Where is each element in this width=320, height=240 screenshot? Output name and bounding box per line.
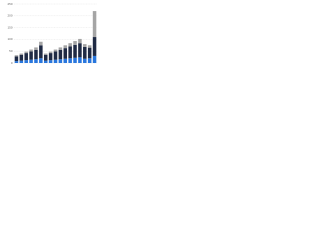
bar-segment [43, 60, 48, 63]
bar-segment [34, 49, 38, 60]
bar-segment [14, 56, 19, 62]
bar-segment [39, 41, 43, 46]
bar-segment [39, 45, 43, 59]
bar-segment [83, 46, 87, 59]
bar-segment [14, 55, 19, 57]
bar-segment [34, 59, 38, 63]
bar-segment [58, 59, 63, 63]
bar-segment [68, 58, 72, 63]
bar-segment [29, 51, 33, 60]
y-tick-label: 0 [11, 61, 13, 65]
bar-segment [43, 53, 48, 55]
bar-segment [92, 11, 97, 38]
bar-segment [43, 54, 48, 61]
bar-segment [19, 54, 24, 61]
bar-segment [24, 51, 28, 54]
bar-segment [87, 45, 92, 48]
bar-segment [53, 59, 58, 63]
chart: 0 50 100 150 200 250 [7, 2, 97, 65]
bar-segment [63, 58, 68, 63]
y-tick-label: 100 [7, 37, 12, 41]
bar-segment [68, 43, 72, 47]
bar-segment [53, 51, 58, 60]
bar-segment [48, 60, 53, 63]
bar-segment [29, 59, 33, 63]
y-tick-label: 150 [7, 25, 12, 29]
bar-segment [73, 44, 77, 58]
bar-segment [63, 45, 68, 49]
bar-segment [58, 49, 63, 60]
bar-segment [92, 55, 97, 63]
bar-segment [39, 58, 43, 63]
bar-segment [78, 38, 82, 44]
bar-segment [48, 53, 53, 61]
bar-segment [78, 57, 82, 63]
y-tick-label: 200 [7, 14, 12, 18]
bar-segment [83, 44, 87, 47]
y-tick-label: 250 [7, 2, 12, 6]
bar-segment [73, 41, 77, 45]
bar-segment [14, 61, 19, 63]
bar-segment [92, 37, 97, 56]
bar-segment [19, 53, 24, 55]
bar-segment [63, 48, 68, 59]
bar-segment [83, 58, 87, 63]
bar-segment [24, 60, 28, 63]
y-tick-label: 50 [9, 49, 13, 53]
bar-segment [34, 47, 38, 50]
bar-segment [19, 60, 24, 63]
bar-segment [73, 57, 77, 63]
bar-segment [87, 58, 92, 63]
bar-segment [24, 53, 28, 61]
bar-segment [87, 47, 92, 59]
bar-segment [58, 47, 63, 50]
bar-segment [48, 51, 53, 54]
bar-segment [68, 46, 72, 59]
bar-segment [53, 49, 58, 52]
bar-segment [29, 49, 33, 52]
bar-segment [78, 43, 82, 58]
